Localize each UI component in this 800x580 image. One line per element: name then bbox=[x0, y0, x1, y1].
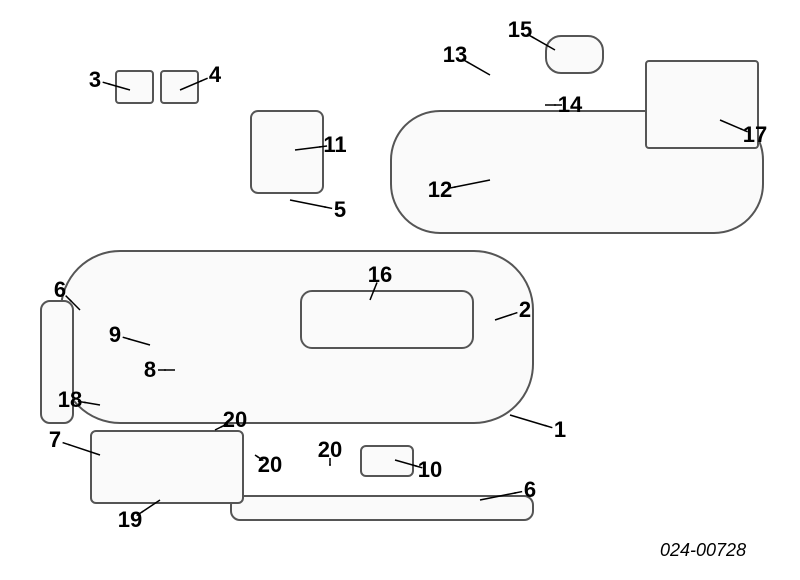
callout-17: 17 bbox=[743, 122, 767, 148]
callout-12: 12 bbox=[428, 177, 452, 203]
callout-6: 6 bbox=[524, 477, 536, 503]
part-grille-opening bbox=[300, 290, 474, 349]
part-air-duct bbox=[250, 110, 324, 194]
callout-3: 3 bbox=[89, 67, 101, 93]
callout-16: 16 bbox=[368, 262, 392, 288]
diagram-id: 024-00728 bbox=[660, 540, 746, 561]
part-bracket-4 bbox=[160, 70, 199, 104]
callout-9: 9 bbox=[109, 322, 121, 348]
part-bracket-3 bbox=[115, 70, 154, 104]
callout-4: 4 bbox=[209, 62, 221, 88]
callout-18: 18 bbox=[58, 387, 82, 413]
callout-11: 11 bbox=[323, 132, 346, 158]
parts-diagram: 123456678910111213141516171819202020 024… bbox=[0, 0, 800, 580]
callout-10: 10 bbox=[418, 457, 442, 483]
callout-7: 7 bbox=[49, 427, 61, 453]
part-sensor-15 bbox=[545, 35, 604, 74]
callout-14: 14 bbox=[558, 92, 582, 118]
part-plate-bracket bbox=[90, 430, 244, 504]
callout-19: 19 bbox=[118, 507, 142, 533]
callout-20: 20 bbox=[258, 452, 282, 478]
callout-5: 5 bbox=[334, 197, 346, 223]
callout-6: 6 bbox=[54, 277, 66, 303]
callout-8: 8 bbox=[144, 357, 156, 383]
part-tow-cover bbox=[360, 445, 414, 477]
callout-13: 13 bbox=[443, 42, 467, 68]
callout-20: 20 bbox=[318, 437, 342, 463]
part-spoiler-bottom bbox=[230, 495, 534, 521]
callout-2: 2 bbox=[519, 297, 531, 323]
callout-1: 1 bbox=[554, 417, 566, 443]
callout-15: 15 bbox=[508, 17, 532, 43]
callout-20: 20 bbox=[223, 407, 247, 433]
